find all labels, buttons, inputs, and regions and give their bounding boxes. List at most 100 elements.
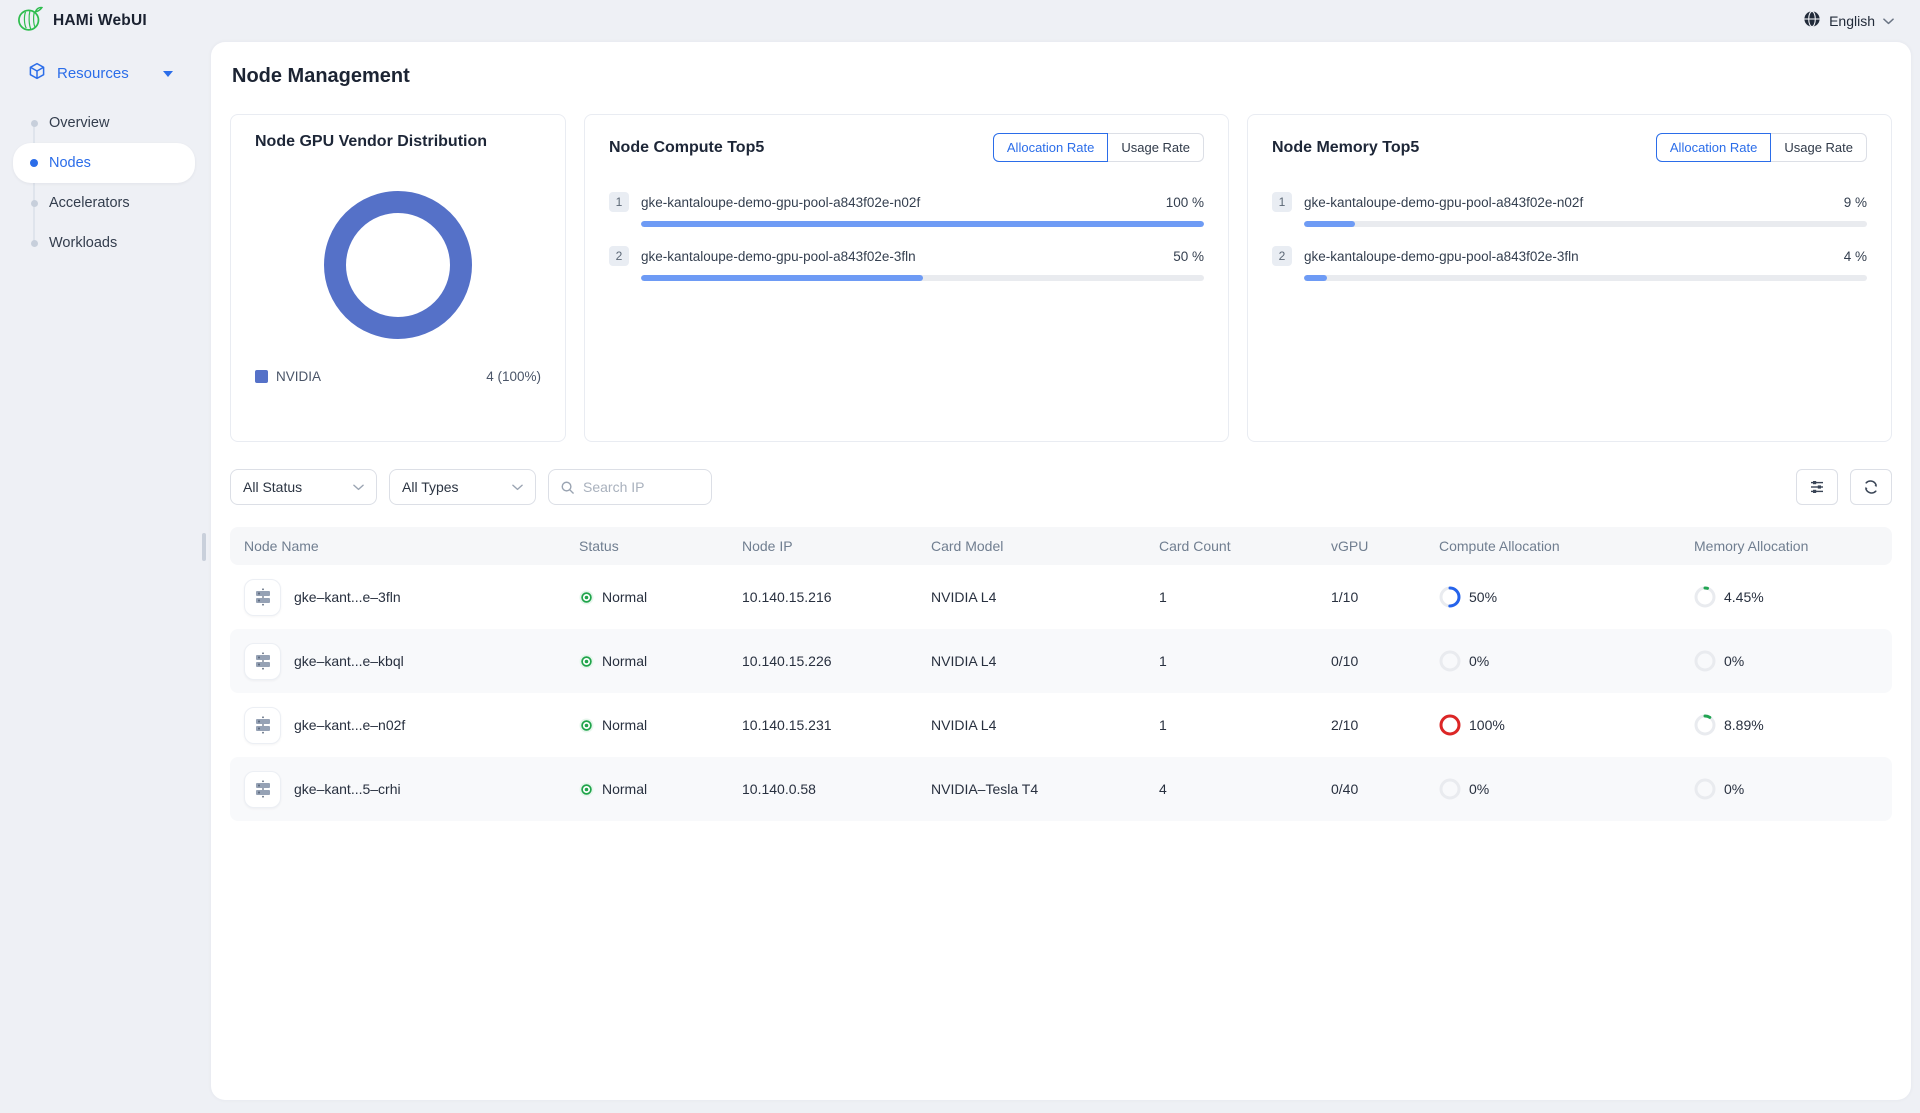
card-title: Node Memory Top5 bbox=[1272, 138, 1420, 156]
card-title: Node Compute Top5 bbox=[609, 138, 765, 156]
type-filter-select[interactable]: All Types bbox=[389, 469, 536, 505]
card-node-compute-top5: Node Compute Top5 Allocation Rate Usage … bbox=[584, 114, 1229, 442]
legend-item-nvidia[interactable]: NVIDIA 4 (100%) bbox=[255, 369, 541, 384]
status-label: Normal bbox=[602, 653, 648, 669]
status-normal-icon bbox=[579, 590, 594, 604]
allocation-rate-button[interactable]: Allocation Rate bbox=[1655, 133, 1772, 162]
compute-allocation-label: 50% bbox=[1469, 589, 1498, 605]
vgpu: 0/10 bbox=[1331, 653, 1359, 669]
col-status: Status bbox=[579, 538, 619, 554]
search-input[interactable] bbox=[583, 479, 698, 495]
top5-row: 2 gke-kantaloupe-demo-gpu-pool-a843f02e-… bbox=[1272, 246, 1867, 281]
compute-allocation-ring: 100% bbox=[1425, 714, 1680, 736]
chevron-down-icon bbox=[512, 484, 523, 490]
rank-badge: 2 bbox=[609, 246, 629, 266]
status-normal-icon bbox=[579, 782, 594, 796]
sidebar-section-resources[interactable]: Resources bbox=[0, 42, 211, 101]
page-title: Node Management bbox=[232, 65, 410, 87]
compute-allocation-label: 100% bbox=[1469, 717, 1505, 733]
table-body: gke–kant...e–3fln Normal 10.140.15.216 N… bbox=[230, 565, 1892, 821]
node-ip: 10.140.0.58 bbox=[742, 781, 816, 797]
sidebar-item-accelerators[interactable]: Accelerators bbox=[13, 183, 195, 223]
app-title: HAMi WebUI bbox=[53, 12, 147, 29]
top5-node-name: gke-kantaloupe-demo-gpu-pool-a843f02e-3f… bbox=[1304, 248, 1579, 264]
sidebar-resize-handle[interactable] bbox=[202, 533, 206, 561]
progress-bar bbox=[641, 275, 1204, 281]
sidebar-item-label: Workloads bbox=[49, 235, 118, 251]
rank-badge: 1 bbox=[1272, 192, 1292, 212]
table-row[interactable]: gke–kant...e–3fln Normal 10.140.15.216 N… bbox=[230, 565, 1892, 629]
card-node-memory-top5: Node Memory Top5 Allocation Rate Usage R… bbox=[1247, 114, 1892, 442]
column-settings-button[interactable] bbox=[1796, 469, 1838, 505]
progress-bar bbox=[1304, 275, 1867, 281]
refresh-button[interactable] bbox=[1850, 469, 1892, 505]
legend-swatch bbox=[255, 370, 268, 383]
node-name: gke–kant...5–crhi bbox=[294, 781, 401, 797]
usage-rate-button[interactable]: Usage Rate bbox=[1108, 133, 1204, 162]
sidebar-item-label: Accelerators bbox=[49, 195, 130, 211]
compute-allocation-label: 0% bbox=[1469, 653, 1490, 669]
table-row[interactable]: gke–kant...e–kbql Normal 10.140.15.226 N… bbox=[230, 629, 1892, 693]
top5-value: 50 % bbox=[1173, 248, 1204, 264]
brand: HAMi WebUI bbox=[16, 5, 147, 37]
top5-value: 100 % bbox=[1165, 194, 1204, 210]
rank-badge: 1 bbox=[609, 192, 629, 212]
top5-value: 4 % bbox=[1843, 248, 1867, 264]
tree-dot-icon bbox=[30, 239, 38, 247]
memory-allocation-label: 0% bbox=[1724, 653, 1745, 669]
sidebar-item-nodes[interactable]: Nodes bbox=[13, 143, 195, 183]
sliders-icon bbox=[1811, 481, 1823, 493]
tree-dot-icon bbox=[30, 159, 38, 167]
node-name: gke–kant...e–n02f bbox=[294, 717, 406, 733]
memory-allocation-ring: 0% bbox=[1680, 650, 1892, 672]
vgpu: 2/10 bbox=[1331, 717, 1359, 733]
app-logo-icon bbox=[16, 5, 44, 37]
sidebar-item-label: Nodes bbox=[49, 155, 91, 171]
sidebar-item-workloads[interactable]: Workloads bbox=[13, 223, 195, 263]
nodes-table: Node Name Status Node IP Card Model Card… bbox=[230, 527, 1892, 821]
card-count: 1 bbox=[1159, 589, 1167, 605]
chevron-down-icon bbox=[353, 484, 364, 490]
allocation-rate-button[interactable]: Allocation Rate bbox=[992, 133, 1109, 162]
card-model: NVIDIA L4 bbox=[931, 653, 997, 669]
status-filter-select[interactable]: All Status bbox=[230, 469, 377, 505]
usage-rate-button[interactable]: Usage Rate bbox=[1771, 133, 1867, 162]
search-box bbox=[548, 469, 712, 505]
vendor-donut-chart bbox=[255, 191, 541, 339]
col-node-name: Node Name bbox=[244, 538, 319, 554]
node-icon bbox=[244, 642, 281, 680]
top5-row: 2 gke-kantaloupe-demo-gpu-pool-a843f02e-… bbox=[609, 246, 1204, 281]
memory-allocation-label: 8.89% bbox=[1724, 717, 1764, 733]
table-row[interactable]: gke–kant...e–n02f Normal 10.140.15.231 N… bbox=[230, 693, 1892, 757]
card-model: NVIDIA L4 bbox=[931, 717, 997, 733]
progress-bar bbox=[641, 221, 1204, 227]
rank-badge: 2 bbox=[1272, 246, 1292, 266]
filter-bar: All Status All Types bbox=[230, 469, 1892, 505]
tree-connector-line bbox=[33, 123, 35, 243]
status-normal-icon bbox=[579, 718, 594, 732]
sidebar-item-overview[interactable]: Overview bbox=[13, 103, 195, 143]
sidebar-section-label: Resources bbox=[57, 65, 129, 82]
node-icon bbox=[244, 770, 281, 808]
col-memory-allocation: Memory Allocation bbox=[1694, 538, 1809, 554]
chevron-down-icon bbox=[1883, 12, 1894, 30]
memory-allocation-ring: 0% bbox=[1680, 778, 1892, 800]
status-label: Normal bbox=[602, 717, 648, 733]
top5-node-name: gke-kantaloupe-demo-gpu-pool-a843f02e-3f… bbox=[641, 248, 916, 264]
legend-value: 4 (100%) bbox=[486, 369, 541, 384]
sidebar: Resources Overview Nodes Accelerators Wo… bbox=[0, 42, 211, 1113]
top5-row: 1 gke-kantaloupe-demo-gpu-pool-a843f02e-… bbox=[609, 192, 1204, 227]
language-label: English bbox=[1829, 13, 1875, 29]
card-count: 4 bbox=[1159, 781, 1167, 797]
top5-value: 9 % bbox=[1843, 194, 1867, 210]
card-model: NVIDIA–Tesla T4 bbox=[931, 781, 1039, 797]
card-count: 1 bbox=[1159, 653, 1167, 669]
top5-row: 1 gke-kantaloupe-demo-gpu-pool-a843f02e-… bbox=[1272, 192, 1867, 227]
language-switcher[interactable]: English bbox=[1803, 10, 1894, 33]
sidebar-item-label: Overview bbox=[49, 115, 110, 131]
compute-allocation-label: 0% bbox=[1469, 781, 1490, 797]
globe-icon bbox=[1803, 10, 1821, 33]
table-row[interactable]: gke–kant...5–crhi Normal 10.140.0.58 NVI… bbox=[230, 757, 1892, 821]
summary-cards: Node GPU Vendor Distribution NVIDIA 4 (1… bbox=[230, 114, 1892, 442]
compute-allocation-ring: 0% bbox=[1425, 778, 1680, 800]
